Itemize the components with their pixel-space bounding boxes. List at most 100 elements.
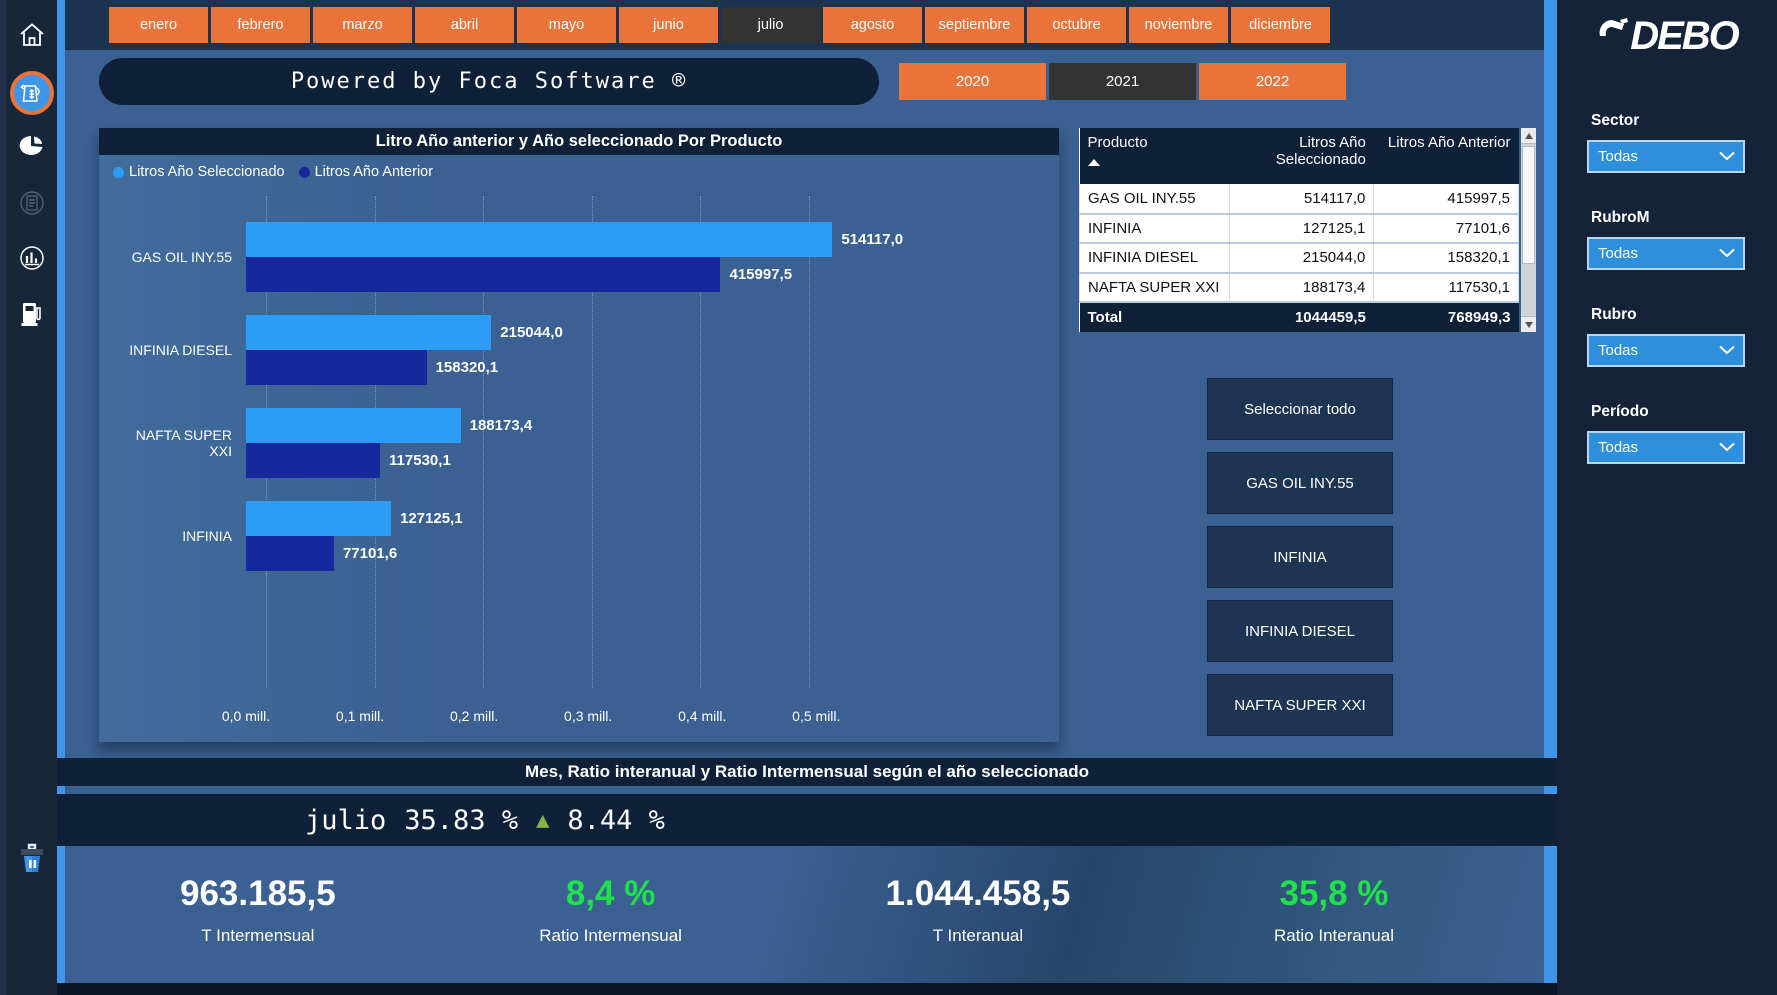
month-button-febrero[interactable]: febrero <box>211 7 310 43</box>
bar-value-label: 117530,1 <box>389 452 451 469</box>
column-header-label: Litros Año Anterior <box>1387 134 1511 151</box>
category-label: NAFTA SUPER XXI <box>135 427 232 459</box>
kpi-value: 8,4 % <box>565 873 656 913</box>
bar-Litros Año Anterior[interactable] <box>246 350 427 385</box>
bar-Litros Año Seleccionado[interactable] <box>246 315 492 350</box>
dropdown-Período[interactable]: Todas <box>1587 431 1745 464</box>
ratio-month: julio <box>305 804 387 836</box>
table-and-slicers: Producto Litros Año Seleccionado Litros Añ… <box>1079 128 1544 758</box>
powered-banner-text: Powered by Foca Software ® <box>290 68 688 94</box>
month-button-mayo[interactable]: mayo <box>517 7 616 43</box>
table-row[interactable]: INFINIA 127125,1 77101,6 <box>1079 213 1519 245</box>
slicer-button-INFINIA DIESEL[interactable]: INFINIA DIESEL <box>1207 600 1393 662</box>
bar-group-GAS OIL INY.55: GAS OIL INY.55 514117,0 415997,5 <box>132 222 1041 292</box>
month-button-agosto[interactable]: agosto <box>823 7 922 43</box>
month-button-noviembre[interactable]: noviembre <box>1129 7 1228 43</box>
kpi-label: Ratio Intermensual <box>539 925 682 945</box>
total-cell: Total <box>1079 302 1230 332</box>
filter-group-Sector: Sector Todas <box>1587 112 1777 173</box>
cell-value[interactable]: 127125,1 <box>1229 213 1375 245</box>
month-button-julio[interactable]: julio <box>721 7 820 43</box>
chart-bars: GAS OIL INY.55 514117,0 415997,5 INFINIA DI… <box>129 196 1041 571</box>
dropdown-RubroM[interactable]: Todas <box>1587 237 1745 270</box>
product-table: Producto Litros Año Seleccionado Litros Añ… <box>1079 128 1519 332</box>
pie-chart-icon[interactable] <box>13 129 51 167</box>
legend-item: Litros Año Anterior <box>298 164 433 180</box>
bar-Litros Año Seleccionado[interactable] <box>246 501 391 536</box>
cell-value[interactable]: 117530,1 <box>1373 272 1519 304</box>
year-button-2021[interactable]: 2021 <box>1049 62 1196 100</box>
cell-product[interactable]: GAS OIL INY.55 <box>1079 184 1230 215</box>
cell-product[interactable]: INFINIA DIESEL <box>1079 243 1230 274</box>
year-filter-bar: 2020 2021 2022 <box>899 62 1346 100</box>
month-button-enero[interactable]: enero <box>109 7 208 43</box>
cell-value[interactable]: 77101,6 <box>1373 213 1519 245</box>
left-nav-sidebar <box>0 0 57 995</box>
bar-Litros Año Anterior[interactable] <box>246 536 334 571</box>
bar-Litros Año Anterior[interactable] <box>246 257 721 292</box>
table-row[interactable]: INFINIA DIESEL 215044,0 158320,1 <box>1079 243 1519 274</box>
fuel-pump-icon[interactable] <box>13 294 51 332</box>
month-button-diciembre[interactable]: diciembre <box>1231 7 1330 43</box>
report-icon[interactable] <box>13 184 51 222</box>
bar-row: 514117,0 <box>246 222 1041 257</box>
cell-value[interactable]: 188173,4 <box>1229 272 1375 304</box>
kpi-label: T Intermensual <box>201 925 315 945</box>
column-header-Producto[interactable]: Producto <box>1079 128 1230 184</box>
bar-value-label: 188173,4 <box>469 417 533 434</box>
slicer-button-INFINIA[interactable]: INFINIA <box>1207 526 1393 588</box>
bar-row: 158320,1 <box>246 350 1041 385</box>
cell-value[interactable]: 514117,0 <box>1229 184 1375 215</box>
cell-value[interactable]: 158320,1 <box>1373 243 1519 274</box>
table-zone: Producto Litros Año Seleccionado Litros Añ… <box>1079 128 1544 332</box>
column-header-Litros Año Anterior[interactable]: Litros Año Anterior <box>1373 128 1519 184</box>
bar-row: 215044,0 <box>246 315 1041 350</box>
chart-circle-icon[interactable] <box>13 239 51 277</box>
kpi-Ratio Interanual: 35,8 % Ratio Interanual <box>1274 874 1394 946</box>
month-button-marzo[interactable]: marzo <box>313 7 412 43</box>
slicer-button-Seleccionar todo[interactable]: Seleccionar todo <box>1207 378 1393 440</box>
slicer-button-GAS OIL INY.55[interactable]: GAS OIL INY.55 <box>1207 452 1393 514</box>
bar-Litros Año Anterior[interactable] <box>246 443 381 478</box>
measuring-jug-icon[interactable] <box>9 71 54 115</box>
year-button-2022[interactable]: 2022 <box>1199 62 1346 100</box>
cell-value[interactable]: 215044,0 <box>1229 243 1375 274</box>
bar-row: 117530,1 <box>246 443 1041 478</box>
scrollbar-down-icon[interactable] <box>1521 316 1536 332</box>
year-button-2020[interactable]: 2020 <box>899 62 1046 100</box>
month-button-septiembre[interactable]: septiembre <box>925 7 1024 43</box>
table-scrollbar[interactable] <box>1521 128 1536 332</box>
home-icon[interactable] <box>13 16 51 54</box>
trash-icon[interactable] <box>13 839 51 877</box>
scrollbar-up-icon[interactable] <box>1521 128 1536 144</box>
month-button-octubre[interactable]: octubre <box>1027 7 1126 43</box>
cell-product[interactable]: NAFTA SUPER XXI <box>1079 272 1230 304</box>
right-accent-strip <box>1544 0 1557 995</box>
dropdown-Rubro[interactable]: Todas <box>1587 334 1745 367</box>
bar-row: 188173,4 <box>246 408 1041 443</box>
main-content: enero febrero marzo abril mayo junio julio agos… <box>57 0 1557 995</box>
cell-value[interactable]: 415997,5 <box>1373 184 1519 215</box>
filter-label-RubroM: RubroM <box>1591 209 1650 226</box>
bar-value-label: 127125,1 <box>399 510 463 527</box>
bar-Litros Año Seleccionado[interactable] <box>246 222 833 257</box>
slicer-button-NAFTA SUPER XXI[interactable]: NAFTA SUPER XXI <box>1207 674 1393 736</box>
month-button-junio[interactable]: junio <box>619 7 718 43</box>
chevron-down-icon <box>1719 439 1735 456</box>
header-row: Powered by Foca Software ® 2020 2021 2022 <box>65 50 1557 112</box>
legend-item: Litros Año Seleccionado <box>113 164 285 180</box>
fuel-nozzle-icon <box>1599 18 1629 36</box>
cell-product[interactable]: INFINIA <box>1079 213 1230 245</box>
dropdown-Sector[interactable]: Todas <box>1587 140 1745 173</box>
column-header-Litros Año Seleccionado[interactable]: Litros Año Seleccionado <box>1229 128 1374 184</box>
kpi-panel: 963.185,5 T Intermensual 8,4 % Ratio Interm… <box>65 846 1544 983</box>
table-row[interactable]: GAS OIL INY.55 514117,0 415997,5 <box>1079 184 1519 215</box>
bar-value-label: 514117,0 <box>841 231 904 248</box>
bar-group-INFINIA DIESEL: INFINIA DIESEL 215044,0 158320,1 <box>129 315 1041 385</box>
chart-title: Litro Año anterior y Año seleccionado Po… <box>99 128 1059 155</box>
month-button-abril[interactable]: abril <box>415 7 514 43</box>
bar-Litros Año Seleccionado[interactable] <box>246 408 461 443</box>
table-row[interactable]: NAFTA SUPER XXI 188173,4 117530,1 <box>1079 272 1519 304</box>
category-label: GAS OIL INY.55 <box>131 249 232 265</box>
scrollbar-thumb[interactable] <box>1522 146 1535 264</box>
